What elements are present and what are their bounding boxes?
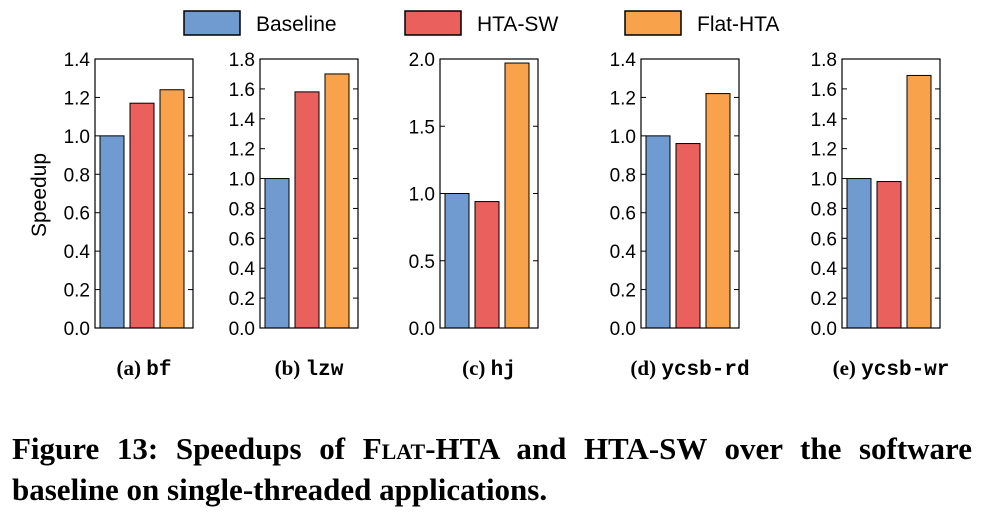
y-tick-label: 0.4 <box>229 259 256 280</box>
y-tick-label: 0.0 <box>610 319 636 340</box>
y-tick-label: 1.2 <box>64 88 90 109</box>
caption-text-before: Speedups of <box>175 431 346 466</box>
bar-bf-flat-hta <box>159 89 185 329</box>
bar-hj-hta-sw <box>474 201 500 329</box>
y-tick-label: 0.8 <box>229 199 255 220</box>
y-axis-label: Speedup <box>28 153 51 237</box>
plot-frame-lzw <box>259 58 359 329</box>
y-tick-label: 1.4 <box>811 110 838 131</box>
y-tick-label: 0.2 <box>811 289 837 310</box>
bar-lzw-baseline <box>264 178 290 329</box>
panel-subtitle-ycsb-wr: (e) ycsb-wr <box>833 356 950 382</box>
legend-swatch-flat-hta <box>624 10 682 36</box>
panel-ycsb-rd: 0.0 0.2 0.4 0.6 0.8 1.0 1.2 1.4 (d) ycsb-rd <box>610 50 750 382</box>
bar-ycsb-rd-hta-sw <box>675 143 701 329</box>
legend: Baseline HTA-SW Flat-HTA <box>183 10 779 36</box>
y-tick-label: 1.2 <box>229 140 255 161</box>
panel-lzw: 0.0 0.2 0.4 0.6 0.8 1.0 1.2 1.4 1.6 1.8 (b) lzw <box>229 50 359 382</box>
caption-flat-word: Flat <box>362 431 426 466</box>
y-tick-label: 1.6 <box>811 80 837 101</box>
bar-ycsb-rd-flat-hta <box>705 93 731 329</box>
y-tick-label: 0.2 <box>64 281 90 302</box>
plot-frame-ycsb-rd <box>640 58 740 329</box>
y-tick-label: 0.0 <box>229 319 255 340</box>
y-tick-label: 1.4 <box>229 110 256 131</box>
y-tick-label: 1.8 <box>229 50 255 71</box>
y-tick-label: 1.2 <box>610 88 636 109</box>
y-tick-label: 1.0 <box>229 170 255 191</box>
y-tick-label: 1.0 <box>610 127 636 148</box>
plot-frame-ycsb-wr <box>841 58 941 329</box>
bar-ycsb-wr-baseline <box>846 178 872 329</box>
y-tick-label: 1.8 <box>811 50 837 71</box>
chart-panels: 0.00.20.40.60.81.01.21.4(a) bf0.00.20.40… <box>64 50 950 382</box>
bar-ycsb-wr-flat-hta <box>906 74 932 329</box>
caption-text-after: -HTA and HTA-SW over the software baseli… <box>12 431 973 507</box>
bar-bf-hta-sw <box>129 102 155 329</box>
y-tick-label: 0.2 <box>610 281 636 302</box>
figure-chart: Baseline HTA-SW Flat-HTA Speedup 0.0 0.2 0.4… <box>28 10 950 382</box>
panel-subtitle-ycsb-rd: (d) ycsb-rd <box>630 356 749 382</box>
y-tick-label: 0.0 <box>409 319 435 340</box>
legend-label-hta-sw: HTA-SW <box>477 13 558 36</box>
y-tick-label: 1.0 <box>64 127 90 148</box>
y-tick-label: 2.0 <box>409 50 435 71</box>
y-tick-label: 0.4 <box>610 242 637 263</box>
y-tick-label: 1.2 <box>811 140 837 161</box>
legend-swatch-hta-sw <box>404 10 462 36</box>
panel-ycsb-wr: 0.0 0.2 0.4 0.6 0.8 1.0 1.2 1.4 1.6 1.8 (e) ycsb-w… <box>811 50 950 382</box>
y-tick-label: 0.0 <box>811 319 837 340</box>
y-tick-label: 0.4 <box>64 242 91 263</box>
y-tick-label: 0.8 <box>610 165 636 186</box>
plot-frame-bf <box>94 58 194 329</box>
legend-label-baseline: Baseline <box>256 13 337 36</box>
y-tick-label: 0.8 <box>811 199 837 220</box>
legend-swatch-baseline <box>183 10 241 36</box>
bar-ycsb-rd-baseline <box>645 135 671 329</box>
panel-hj: 0.0 0.5 1.0 1.5 2.0 (c) hj <box>409 50 539 382</box>
panel-subtitle-hj: (c) hj <box>462 356 516 382</box>
y-tick-label: 0.4 <box>811 259 838 280</box>
y-tick-label: 0.6 <box>610 204 636 225</box>
y-tick-label: 0.6 <box>229 229 255 250</box>
y-tick-label: 1.6 <box>229 80 255 101</box>
bar-ycsb-wr-hta-sw <box>876 181 902 329</box>
y-tick-label: 1.4 <box>64 50 91 71</box>
y-tick-label: 0.2 <box>229 289 255 310</box>
y-tick-label: 1.0 <box>409 185 435 206</box>
y-tick-label: 0.8 <box>64 165 90 186</box>
legend-label-flat-hta: Flat-HTA <box>697 13 779 36</box>
bar-lzw-hta-sw <box>294 91 320 329</box>
y-tick-label: 1.0 <box>811 170 837 191</box>
y-tick-label: 0.6 <box>811 229 837 250</box>
y-tick-label: 0.0 <box>64 319 90 340</box>
bar-bf-baseline <box>99 135 125 329</box>
bar-lzw-flat-hta <box>324 73 350 329</box>
y-tick-label: 0.6 <box>64 204 90 225</box>
panel-subtitle-bf: (a) bf <box>117 356 172 382</box>
y-tick-label: 0.5 <box>409 252 435 273</box>
panel-bf: 0.0 0.2 0.4 0.6 0.8 1.0 1.2 1.4 (a) bf <box>64 50 194 382</box>
panel-subtitle-lzw: (b) lzw <box>275 356 344 382</box>
bar-hj-baseline <box>444 193 470 329</box>
y-tick-label: 1.5 <box>409 117 435 138</box>
figure-caption: Figure 13: Speedups of Flat-HTA and HTA-… <box>12 428 972 510</box>
bar-hj-flat-hta <box>504 62 530 329</box>
y-tick-label: 1.4 <box>610 50 637 71</box>
caption-label: Figure 13: <box>12 431 159 466</box>
